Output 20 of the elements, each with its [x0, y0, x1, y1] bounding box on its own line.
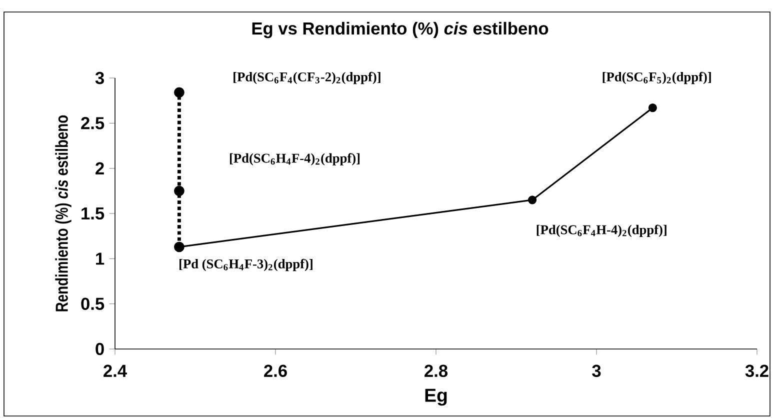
chart-title: Eg vs Rendimiento (%) cis estilbeno [252, 22, 548, 38]
x-tick-label: 3 [592, 364, 601, 378]
x-axis-title: Eg [425, 388, 447, 406]
annotation: [Pd(SC$_{6}$F$_{4}$H-4)$_{2}$(dppf)] [536, 224, 666, 237]
annotation: [Pd(SC$_{6}$F$_{5}$)$_{2}$(dppf)] [602, 72, 711, 84]
x-tick-label: 2.6 [264, 364, 287, 378]
y-tick-label: 2.5 [81, 117, 104, 130]
y-tick-label: 2 [96, 162, 104, 174]
y-tick-label: 1.5 [82, 207, 104, 220]
annotation: [Pd (SC$_{6}$H$_{4}$F-3)$_{2}$(dppf)] [180, 258, 312, 272]
y-tick-label: 1 [96, 252, 104, 265]
y-tick-label: 0 [96, 342, 104, 356]
y-axis-title: Rendimiento (%) cis estilbeno [55, 115, 72, 312]
x-tick-label: 2.4 [104, 364, 127, 377]
y-tick-label: 0.5 [81, 298, 104, 310]
annotation: [Pd(SC$_{6}$H$_{4}$F-4)$_{2}$(dppf)] [230, 153, 360, 166]
x-tick-label: 3.2 [745, 364, 768, 378]
y-tick-label: 3 [95, 72, 104, 84]
x-tick-label: 2.8 [424, 364, 448, 378]
text: [Pd(SC$_{6}$F$_{4}$(CF$_{3}$-2)$_{2}$(dppf)] [234, 72, 380, 84]
